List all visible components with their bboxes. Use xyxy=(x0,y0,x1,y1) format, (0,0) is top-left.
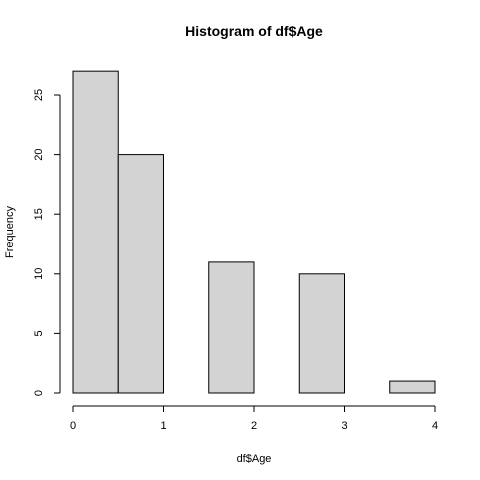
histogram-bar-3 xyxy=(208,261,255,394)
y-tick-label-0: 0 xyxy=(33,390,45,396)
x-tick-label-2: 2 xyxy=(251,420,257,432)
chart-title: Histogram of df$Age xyxy=(185,23,323,39)
x-tick-label-4: 4 xyxy=(432,420,438,432)
histogram-bar-7 xyxy=(389,380,436,394)
histogram-bar-5 xyxy=(298,273,345,394)
y-tick-label-3: 15 xyxy=(33,208,45,220)
y-axis: 0 5 10 15 20 25 xyxy=(33,89,61,396)
histogram-bar-1 xyxy=(117,154,164,394)
y-tick-label-4: 20 xyxy=(33,148,45,160)
y-tick-label-2: 10 xyxy=(33,268,45,280)
x-axis: 0 1 2 3 4 xyxy=(70,405,438,432)
y-tick-label-5: 25 xyxy=(33,89,45,101)
x-tick-label-1: 1 xyxy=(160,420,166,432)
y-tick-label-1: 5 xyxy=(33,330,45,336)
x-tick-label-0: 0 xyxy=(70,420,76,432)
x-axis-label: df$Age xyxy=(237,453,272,465)
bars-group xyxy=(72,70,436,394)
y-axis-label: Frequency xyxy=(4,206,16,258)
x-tick-label-3: 3 xyxy=(341,420,347,432)
histogram-bar-0 xyxy=(72,70,119,394)
